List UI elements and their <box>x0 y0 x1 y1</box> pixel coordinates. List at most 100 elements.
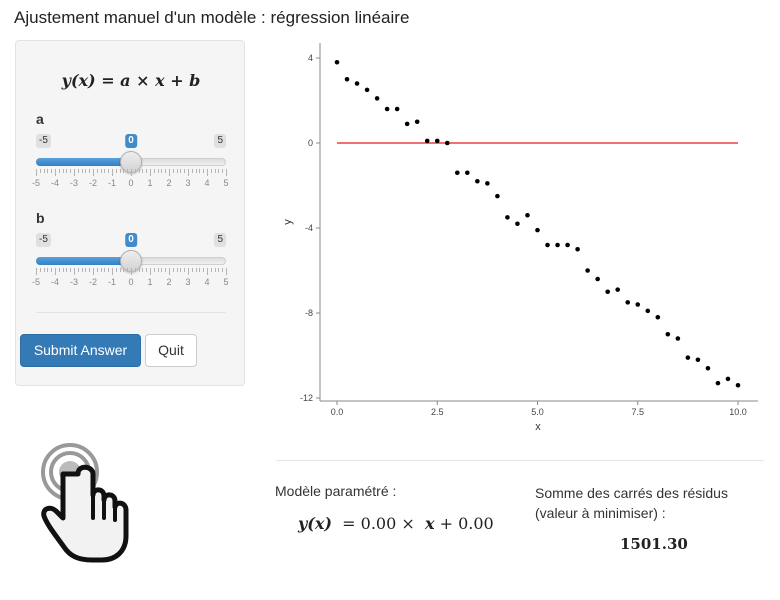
slider-a-tick <box>191 169 193 173</box>
data-point <box>424 138 430 144</box>
slider-a-tick-label: -3 <box>69 178 79 188</box>
slider-b-tick-label: 2 <box>166 277 172 287</box>
model-formula-rest: + 0.00 <box>439 514 494 533</box>
data-point <box>615 287 620 292</box>
panel-divider <box>36 312 226 313</box>
data-point <box>645 308 651 314</box>
slider-a-tick <box>108 169 110 173</box>
slider-b-tick <box>180 268 182 272</box>
slider-a-tick <box>180 169 182 173</box>
y-tick-label: -8 <box>305 308 313 318</box>
data-point <box>384 106 390 112</box>
slider-a-tick <box>36 169 37 176</box>
slider-a-tick <box>214 169 216 173</box>
slider-a-tick <box>39 169 41 173</box>
data-point <box>625 300 631 305</box>
data-point <box>455 170 460 176</box>
slider-a-tick <box>119 169 121 173</box>
slider-b-tick-label: 1 <box>147 277 153 287</box>
data-point <box>735 382 741 388</box>
data-point <box>585 268 590 273</box>
slider-b-tick-label: 3 <box>185 277 191 287</box>
slider-a-tick <box>138 169 140 173</box>
slider-b-tick <box>66 268 68 272</box>
slider-a-fill <box>36 158 131 166</box>
slider-b-tick <box>218 268 220 272</box>
slider-a-max: 5 <box>214 134 226 148</box>
y-axis-label: y <box>282 219 294 225</box>
slider-b-tick <box>39 268 41 272</box>
data-point <box>595 276 600 282</box>
slider-b-tick <box>157 268 159 272</box>
slider-b-tick <box>119 268 121 272</box>
slider-a-tick <box>55 169 56 176</box>
slider-b-tick <box>74 268 75 275</box>
data-point <box>655 314 661 320</box>
plot-panel <box>320 43 758 401</box>
slider-b-label: b <box>36 210 45 226</box>
submit-answer-button[interactable]: Submit Answer <box>20 334 141 367</box>
slider-a-tick <box>153 169 155 173</box>
results-divider <box>276 460 764 461</box>
slider-b-tick <box>165 268 167 272</box>
slider-b-tick <box>115 268 117 272</box>
residuals-value: 1501.30 <box>620 535 688 553</box>
data-point <box>374 96 380 101</box>
slider-a-tick <box>226 169 227 176</box>
slider-a-tick <box>203 169 205 173</box>
slider-b-tick <box>172 268 174 272</box>
data-point <box>715 380 721 386</box>
slider-a-tick <box>169 169 170 176</box>
slider-a-tick <box>176 169 178 173</box>
slider-b-tick <box>176 268 178 272</box>
data-point <box>434 138 440 144</box>
slider-a-tick <box>89 169 91 173</box>
slider-b-tick-label: -2 <box>88 277 98 287</box>
x-axis-ticks: 0.0 2.5 5.0 7.5 10.0 <box>331 401 747 417</box>
quit-button[interactable]: Quit <box>145 334 197 367</box>
x-tick-label: 5.0 <box>531 407 544 417</box>
data-points <box>334 59 741 388</box>
slider-b-tick <box>195 268 197 272</box>
slider-b-tick-label: -5 <box>31 277 41 287</box>
slider-b-tick <box>93 268 94 275</box>
slider-a-tick <box>134 169 136 173</box>
slider-b-min: -5 <box>36 233 51 247</box>
slider-a-tick <box>93 169 94 176</box>
data-point <box>635 302 641 307</box>
slider-b-tick <box>150 268 151 275</box>
data-point <box>334 59 340 65</box>
data-point <box>555 242 560 248</box>
y-axis-ticks: 4 0 -4 -8 -12 <box>300 53 320 403</box>
y-tick-label: -12 <box>300 393 313 403</box>
slider-a-tick <box>127 169 129 173</box>
slider-b-tick <box>58 268 60 272</box>
slider-a-tick <box>77 169 79 173</box>
slider-a-tick <box>207 169 208 176</box>
slider-a-tick <box>131 169 132 176</box>
residuals-label-line1: Somme des carrés des résidus <box>535 485 728 501</box>
slider-a-tick <box>172 169 174 173</box>
slider-b-tick <box>104 268 106 272</box>
slider-a-tick <box>195 169 197 173</box>
slider-b-tick <box>131 268 132 275</box>
slider-a-tick-label: 0 <box>128 178 134 188</box>
scatter-chart: 4 0 -4 -8 -12 0.0 2.5 5.0 7.5 10.0 x y <box>282 43 758 433</box>
slider-b-tick <box>188 268 189 275</box>
slider-b-tick <box>70 268 72 272</box>
x-tick-label: 0.0 <box>331 407 344 417</box>
slider-a-tick-label: 3 <box>185 178 191 188</box>
x-tick-label: 7.5 <box>631 407 644 417</box>
data-point <box>725 376 731 382</box>
slider-a-tick <box>43 169 45 173</box>
data-point <box>404 121 410 127</box>
data-point <box>364 87 370 93</box>
slider-b-tick <box>36 268 37 275</box>
slider-a-tick <box>51 169 53 173</box>
slider-a-tick <box>47 169 49 173</box>
model-formula-heading: y(x) = a × x + b <box>61 71 201 90</box>
slider-b-tick <box>77 268 79 272</box>
slider-a-tick <box>74 169 75 176</box>
slider-a-tick <box>222 169 224 173</box>
slider-b-tick <box>112 268 113 275</box>
